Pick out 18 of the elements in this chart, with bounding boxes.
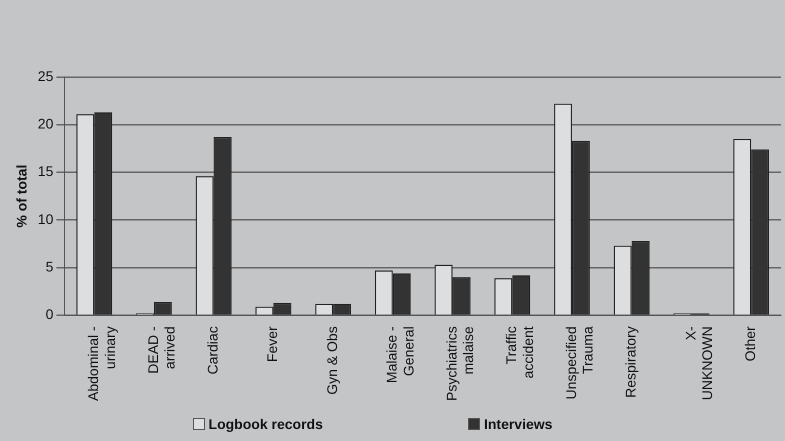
y-tick-label: 5 [46, 258, 54, 274]
x-tick-label: Malaise - General [384, 326, 416, 384]
legend-label: Interviews [484, 416, 552, 432]
y-tick-label: 15 [38, 163, 54, 180]
x-tick-label: Gyn & Obs [324, 326, 340, 395]
x-tick-label: Respiratory [622, 326, 639, 398]
x-tick-label: Psychiatrics malaise [443, 326, 476, 401]
x-tick-label: Abdominal - urinary [85, 326, 118, 401]
x-tick-label: Cardiac [204, 326, 221, 375]
x-tick-label: Other [742, 326, 758, 362]
y-tick-label: 10 [38, 210, 54, 227]
y-tick-label: 25 [38, 68, 54, 84]
legend-label: Logbook records [208, 416, 323, 432]
y-axis-title: % of total [13, 164, 30, 228]
x-tick-label: X- UNKNOWN [682, 326, 716, 400]
y-tick-label: 0 [46, 306, 54, 322]
x-tick-label: Fever [264, 326, 280, 362]
y-tick-label: 20 [38, 116, 54, 132]
